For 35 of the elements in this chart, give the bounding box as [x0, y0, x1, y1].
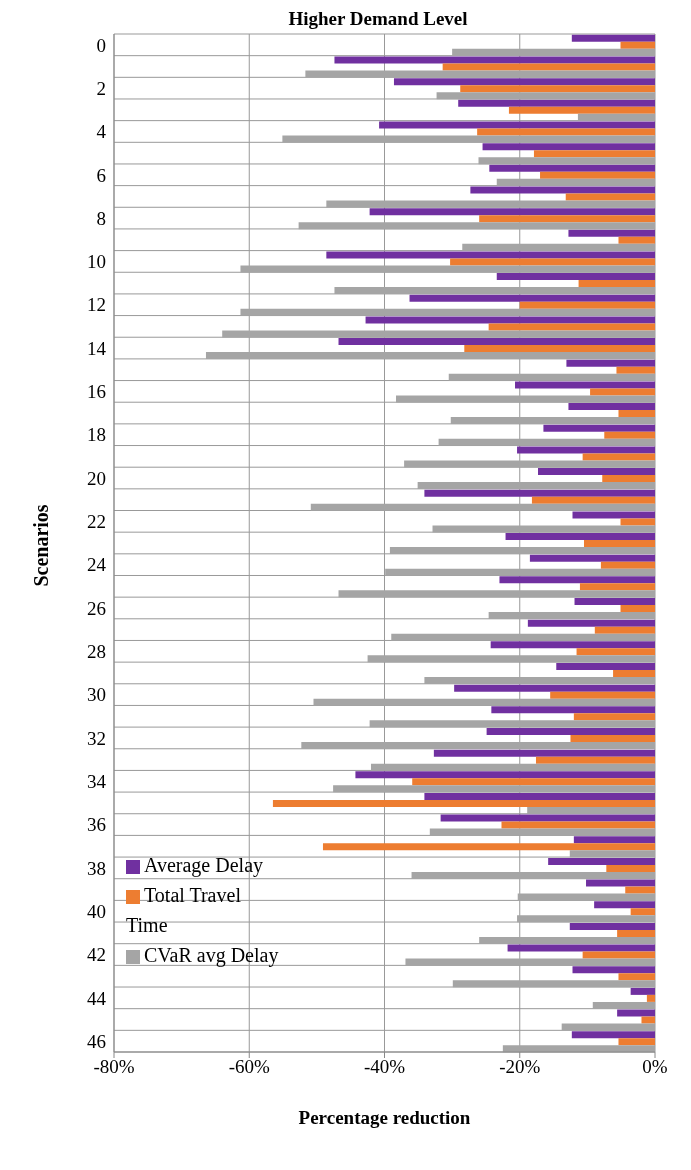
- y-tick-label: 44: [87, 987, 107, 1009]
- y-tick-label: 6: [96, 164, 106, 186]
- y-tick-label: 40: [87, 900, 106, 922]
- x-tick-label: -80%: [93, 1056, 135, 1078]
- legend-label: Average Delay: [144, 854, 264, 876]
- y-tick-label: 22: [87, 511, 106, 533]
- y-tick-label: 32: [87, 727, 106, 749]
- y-tick-label: 0: [96, 34, 106, 56]
- legend-label: Total Travel Time: [126, 884, 241, 936]
- chart-title: Higher Demand Level: [287, 8, 469, 30]
- y-tick-label: 36: [87, 814, 106, 836]
- y-tick-label: 34: [87, 771, 107, 792]
- y-tick-label: 26: [87, 597, 106, 619]
- x-tick-label: -40%: [363, 1056, 406, 1078]
- y-tick-label: 12: [87, 294, 106, 316]
- x-tick-label: 0%: [642, 1056, 668, 1078]
- y-tick-label: 14: [87, 337, 107, 359]
- y-tick-label: 2: [96, 77, 106, 99]
- y-tick-label: 16: [87, 381, 106, 403]
- x-axis-title: Percentage reduction: [298, 1107, 471, 1128]
- y-tick-label: 18: [87, 424, 106, 446]
- y-tick-label: 8: [96, 207, 106, 229]
- y-tick-label: 42: [87, 944, 106, 966]
- y-tick-label: 30: [87, 684, 106, 706]
- y-tick-label: 46: [87, 1030, 106, 1052]
- y-axis-title: Scenarios: [29, 503, 53, 587]
- y-tick-label: 20: [87, 467, 106, 489]
- y-tick-label: 28: [87, 641, 106, 663]
- y-tick-label: 38: [87, 857, 106, 879]
- y-tick-label: 10: [87, 251, 106, 273]
- y-tick-label: 4: [96, 121, 107, 143]
- y-tick-label: 24: [87, 554, 107, 576]
- x-tick-label: -60%: [228, 1056, 270, 1078]
- x-tick-label: -20%: [499, 1056, 541, 1078]
- legend-label: CVaR avg Delay: [144, 944, 279, 966]
